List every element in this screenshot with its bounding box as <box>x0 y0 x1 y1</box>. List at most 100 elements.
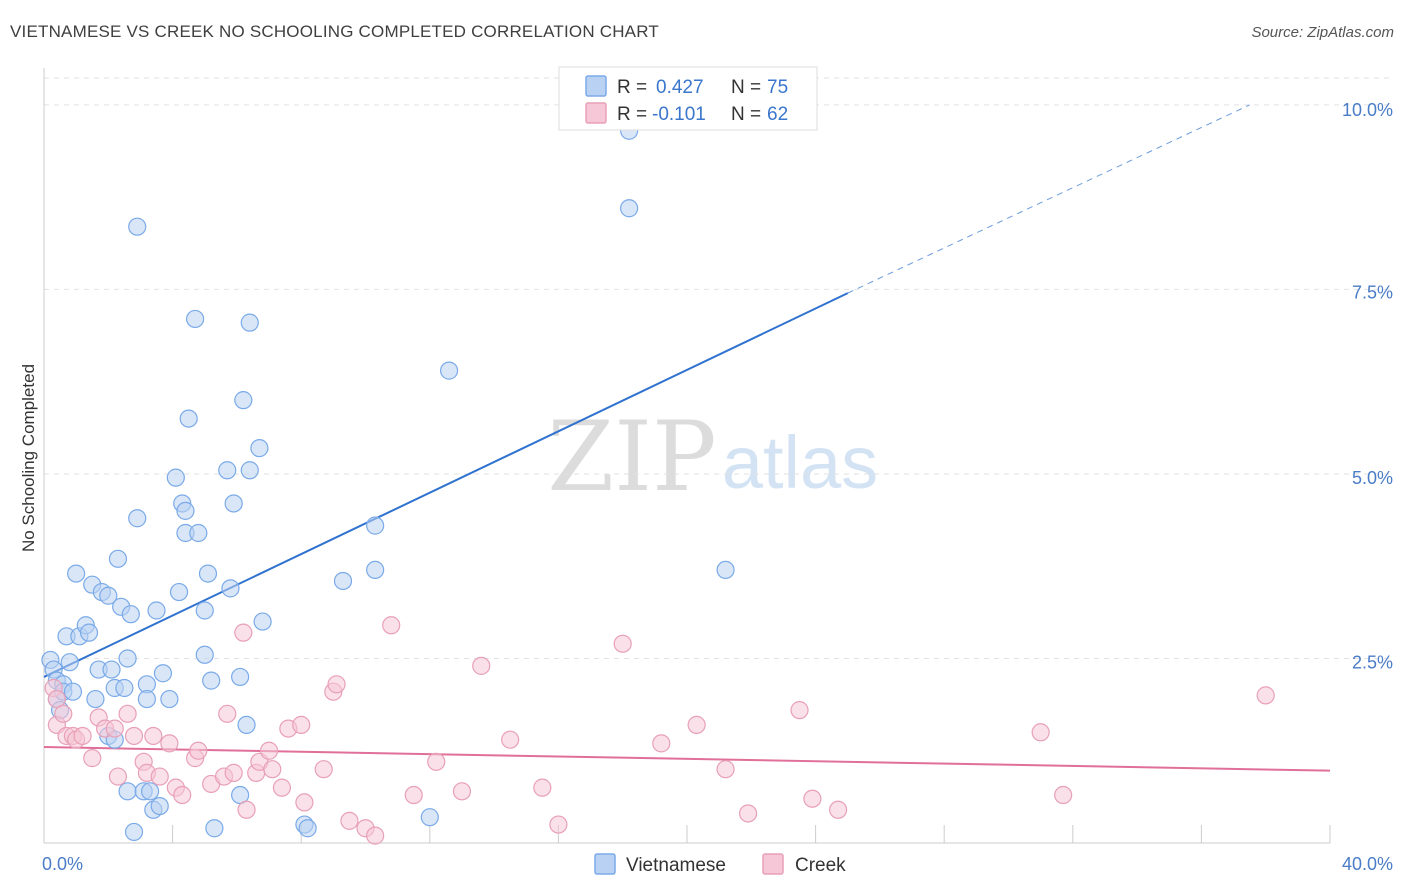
point-creek-53 <box>652 734 671 753</box>
point-vietnamese-61 <box>240 461 259 480</box>
point-vietnamese-71 <box>439 361 459 380</box>
point-creek-23 <box>189 741 208 760</box>
x-tick-label-0: 0.0% <box>42 854 83 874</box>
point-vietnamese-49 <box>195 601 214 620</box>
point-vietnamese-23 <box>108 549 128 568</box>
legend-r-label-1: R = <box>617 77 647 98</box>
point-vietnamese-60 <box>237 715 256 735</box>
point-vietnamese-18 <box>99 586 118 605</box>
bottom-legend-swatch-creek <box>762 853 784 875</box>
point-creek-49 <box>501 730 520 749</box>
point-vietnamese-35 <box>140 782 160 801</box>
data-points <box>41 121 1275 845</box>
point-vietnamese-13 <box>79 623 99 642</box>
point-vietnamese-52 <box>202 671 221 690</box>
point-vietnamese-38 <box>150 796 169 816</box>
point-vietnamese-67 <box>333 571 353 591</box>
point-creek-29 <box>234 623 253 642</box>
point-creek-13 <box>118 704 137 723</box>
point-vietnamese-72 <box>620 199 639 218</box>
point-creek-51 <box>549 815 568 834</box>
watermark-atlas: atlas <box>722 421 878 504</box>
point-vietnamese-10 <box>67 564 86 583</box>
point-creek-40 <box>327 675 346 694</box>
point-creek-50 <box>533 778 552 797</box>
bottom-legend-vietnamese: Vietnamese <box>626 855 726 876</box>
point-vietnamese-55 <box>221 579 240 598</box>
point-vietnamese-46 <box>179 409 198 428</box>
y-tick-label-3: 10.0% <box>1342 100 1393 120</box>
legend-n-value-1: 75 <box>767 77 788 98</box>
point-vietnamese-47 <box>186 309 205 329</box>
chart-title: VIETNAMESE VS CREEK NO SCHOOLING COMPLET… <box>10 22 659 41</box>
point-vietnamese-41 <box>166 468 185 487</box>
point-vietnamese-48 <box>189 523 208 543</box>
point-creek-3 <box>54 704 73 723</box>
point-vietnamese-34 <box>137 689 156 709</box>
point-vietnamese-69 <box>366 560 385 580</box>
point-vietnamese-68 <box>366 516 385 535</box>
watermark-zip: ZIP <box>547 401 716 513</box>
top-legend: R = 0.427 N = 75 R = -0.101 N = 62 <box>558 66 818 131</box>
point-creek-47 <box>452 782 472 801</box>
point-creek-61 <box>1054 785 1073 805</box>
bottom-legend-swatch-vietnamese <box>594 853 616 875</box>
point-creek-33 <box>263 760 282 779</box>
point-vietnamese-56 <box>224 494 243 513</box>
point-creek-43 <box>366 826 385 845</box>
point-vietnamese-26 <box>118 782 137 801</box>
point-creek-8 <box>83 749 102 768</box>
point-vietnamese-54 <box>218 461 237 480</box>
point-creek-11 <box>105 719 124 738</box>
point-creek-7 <box>73 726 92 746</box>
point-vietnamese-66 <box>298 819 317 838</box>
trend-line-creek <box>43 746 1331 772</box>
source-label: Source: ZipAtlas.com <box>1251 24 1394 41</box>
trend-line-vietnamese <box>43 292 849 678</box>
point-vietnamese-15 <box>86 689 105 709</box>
point-vietnamese-59 <box>234 391 253 410</box>
y-tick-label-2: 7.5% <box>1352 282 1393 302</box>
trend-line-extension-vietnamese <box>847 104 1250 294</box>
point-creek-48 <box>472 656 491 675</box>
point-vietnamese-42 <box>169 582 189 602</box>
point-creek-52 <box>613 634 632 653</box>
point-creek-18 <box>150 767 169 786</box>
point-vietnamese-28 <box>121 605 140 624</box>
point-creek-62 <box>1256 686 1275 705</box>
point-creek-34 <box>272 778 292 797</box>
point-vietnamese-19 <box>102 660 121 679</box>
point-creek-57 <box>790 701 809 720</box>
point-vietnamese-8 <box>60 653 79 672</box>
point-vietnamese-39 <box>153 664 173 683</box>
axes <box>43 68 1331 844</box>
point-vietnamese-63 <box>250 439 269 458</box>
legend-r-label-2: R = <box>617 104 647 125</box>
bottom-legend: Vietnamese Creek <box>594 853 846 876</box>
point-creek-44 <box>382 616 401 635</box>
point-vietnamese-30 <box>128 217 147 236</box>
point-creek-46 <box>427 752 446 771</box>
point-vietnamese-57 <box>231 667 250 687</box>
y-tick-label-0: 2.5% <box>1352 652 1393 672</box>
y-axis-title: No Schooling Completed <box>19 364 38 552</box>
point-vietnamese-9 <box>63 682 83 701</box>
point-vietnamese-37 <box>147 601 166 620</box>
point-creek-12 <box>108 767 128 786</box>
tick-labels: 2.5% 5.0% 7.5% 10.0% 0.0% 40.0% <box>42 100 1393 874</box>
point-creek-21 <box>173 785 192 805</box>
point-vietnamese-27 <box>118 649 137 668</box>
point-creek-54 <box>687 715 706 735</box>
point-vietnamese-24 <box>115 678 134 698</box>
legend-swatch-vietnamese <box>585 75 607 97</box>
point-vietnamese-62 <box>240 313 259 332</box>
legend-swatch-creek <box>585 102 607 124</box>
point-creek-17 <box>144 726 163 746</box>
point-vietnamese-44 <box>176 501 195 520</box>
point-creek-38 <box>314 760 333 779</box>
legend-r-value-1: 0.427 <box>656 77 704 98</box>
point-creek-28 <box>237 800 256 819</box>
point-vietnamese-64 <box>253 612 272 631</box>
watermark: ZIP atlas <box>547 401 878 513</box>
